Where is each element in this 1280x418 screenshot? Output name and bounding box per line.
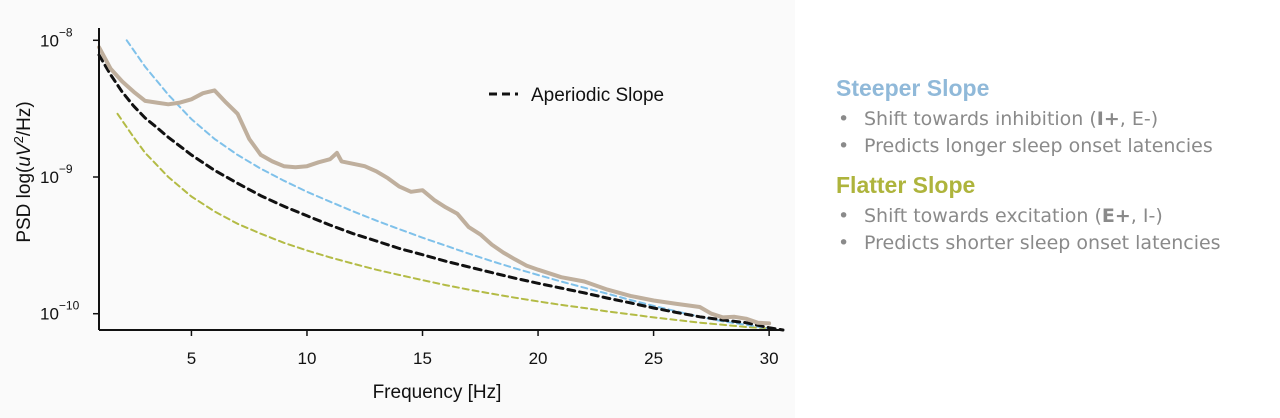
flatter-slope-bullets: • Shift towards excitation (E+, I-) • Predi… bbox=[836, 203, 1276, 257]
y-tick-label-base: 10 bbox=[40, 168, 59, 187]
x-tick-label: 25 bbox=[644, 349, 663, 368]
steeper-bullet-item: • Predicts longer sleep onset latencies bbox=[836, 133, 1276, 160]
psd-chart: 5 10 15 20 25 30 10−810−910−10 Frequency [Hz]… bbox=[11, 25, 785, 403]
y-tick-label-exponent: −9 bbox=[59, 162, 73, 176]
series-group bbox=[97, 39, 785, 332]
bullet-dot-icon: • bbox=[838, 135, 850, 157]
legend: Aperiodic Slope bbox=[489, 85, 664, 106]
axes-group bbox=[98, 28, 783, 331]
bullet-text-post: , E-) bbox=[1119, 108, 1159, 130]
y-tick-label: 10−10 bbox=[40, 299, 80, 324]
y-axis-label-prefix: PSD log( bbox=[14, 166, 35, 243]
slope-interpretation-panel: Steeper Slope • Shift towards inhibition … bbox=[836, 70, 1276, 264]
flatter-bullet-item: • Predicts shorter sleep onset latencies bbox=[836, 230, 1276, 257]
bullet-text-pre: Shift towards inhibition ( bbox=[864, 108, 1097, 130]
x-tick-label: 30 bbox=[760, 349, 779, 368]
x-ticks-group: 5 10 15 20 25 30 bbox=[187, 330, 779, 368]
x-tick-label: 15 bbox=[413, 349, 432, 368]
flatter-slope-heading: Flatter Slope bbox=[836, 172, 976, 198]
y-axis-label: PSD log(uV2/Hz) bbox=[11, 101, 35, 242]
x-axis-label: Frequency [Hz] bbox=[373, 382, 502, 403]
x-tick-label: 20 bbox=[529, 349, 548, 368]
steeper-slope-bullets: • Shift towards inhibition (I+, E-) • Predi… bbox=[836, 106, 1276, 160]
x-tick-label: 5 bbox=[187, 349, 196, 368]
y-tick-label: 10−8 bbox=[40, 25, 73, 50]
bullet-text-bold: E+ bbox=[1101, 205, 1131, 227]
bullet-dot-icon: • bbox=[838, 232, 850, 254]
y-ticks-group: 10−810−910−10 bbox=[40, 25, 99, 324]
bullet-text-pre: Predicts shorter sleep onset latencies bbox=[864, 232, 1221, 254]
y-tick-label-base: 10 bbox=[40, 305, 59, 324]
bullet-dot-icon: • bbox=[838, 205, 850, 227]
bullet-dot-icon: • bbox=[838, 108, 850, 130]
psd-plot-panel: 5 10 15 20 25 30 10−8 10−9 10−10 Frequency [Hz]… bbox=[11, 25, 785, 403]
y-axis-label-unit: uV bbox=[14, 141, 35, 167]
steeper-bullet-item: • Shift towards inhibition (I+, E-) bbox=[836, 106, 1276, 133]
y-tick-label-exponent: −10 bbox=[59, 299, 80, 313]
bullet-text-post: , I-) bbox=[1130, 205, 1163, 227]
y-tick-label: 10−9 bbox=[40, 162, 73, 187]
bullet-text-bold: I+ bbox=[1096, 108, 1120, 130]
aperiodic-curve bbox=[97, 53, 785, 332]
legend-label-aperiodic: Aperiodic Slope bbox=[531, 85, 664, 106]
psd-curve bbox=[97, 45, 772, 326]
bullet-text-pre: Shift towards excitation ( bbox=[864, 205, 1102, 227]
steeper-slope-heading: Steeper Slope bbox=[836, 75, 990, 101]
flatter-curve bbox=[116, 112, 771, 330]
y-tick-label-exponent: −8 bbox=[59, 25, 73, 39]
bullet-text-pre: Predicts longer sleep onset latencies bbox=[864, 135, 1213, 157]
y-axis-label-suffix: /Hz) bbox=[14, 101, 35, 136]
y-axis-label-unit-exponent: 2 bbox=[11, 136, 26, 143]
steeper-curve bbox=[125, 39, 771, 330]
x-tick-label: 10 bbox=[298, 349, 317, 368]
flatter-bullet-item: • Shift towards excitation (E+, I-) bbox=[836, 203, 1276, 230]
y-tick-label-base: 10 bbox=[40, 31, 59, 50]
